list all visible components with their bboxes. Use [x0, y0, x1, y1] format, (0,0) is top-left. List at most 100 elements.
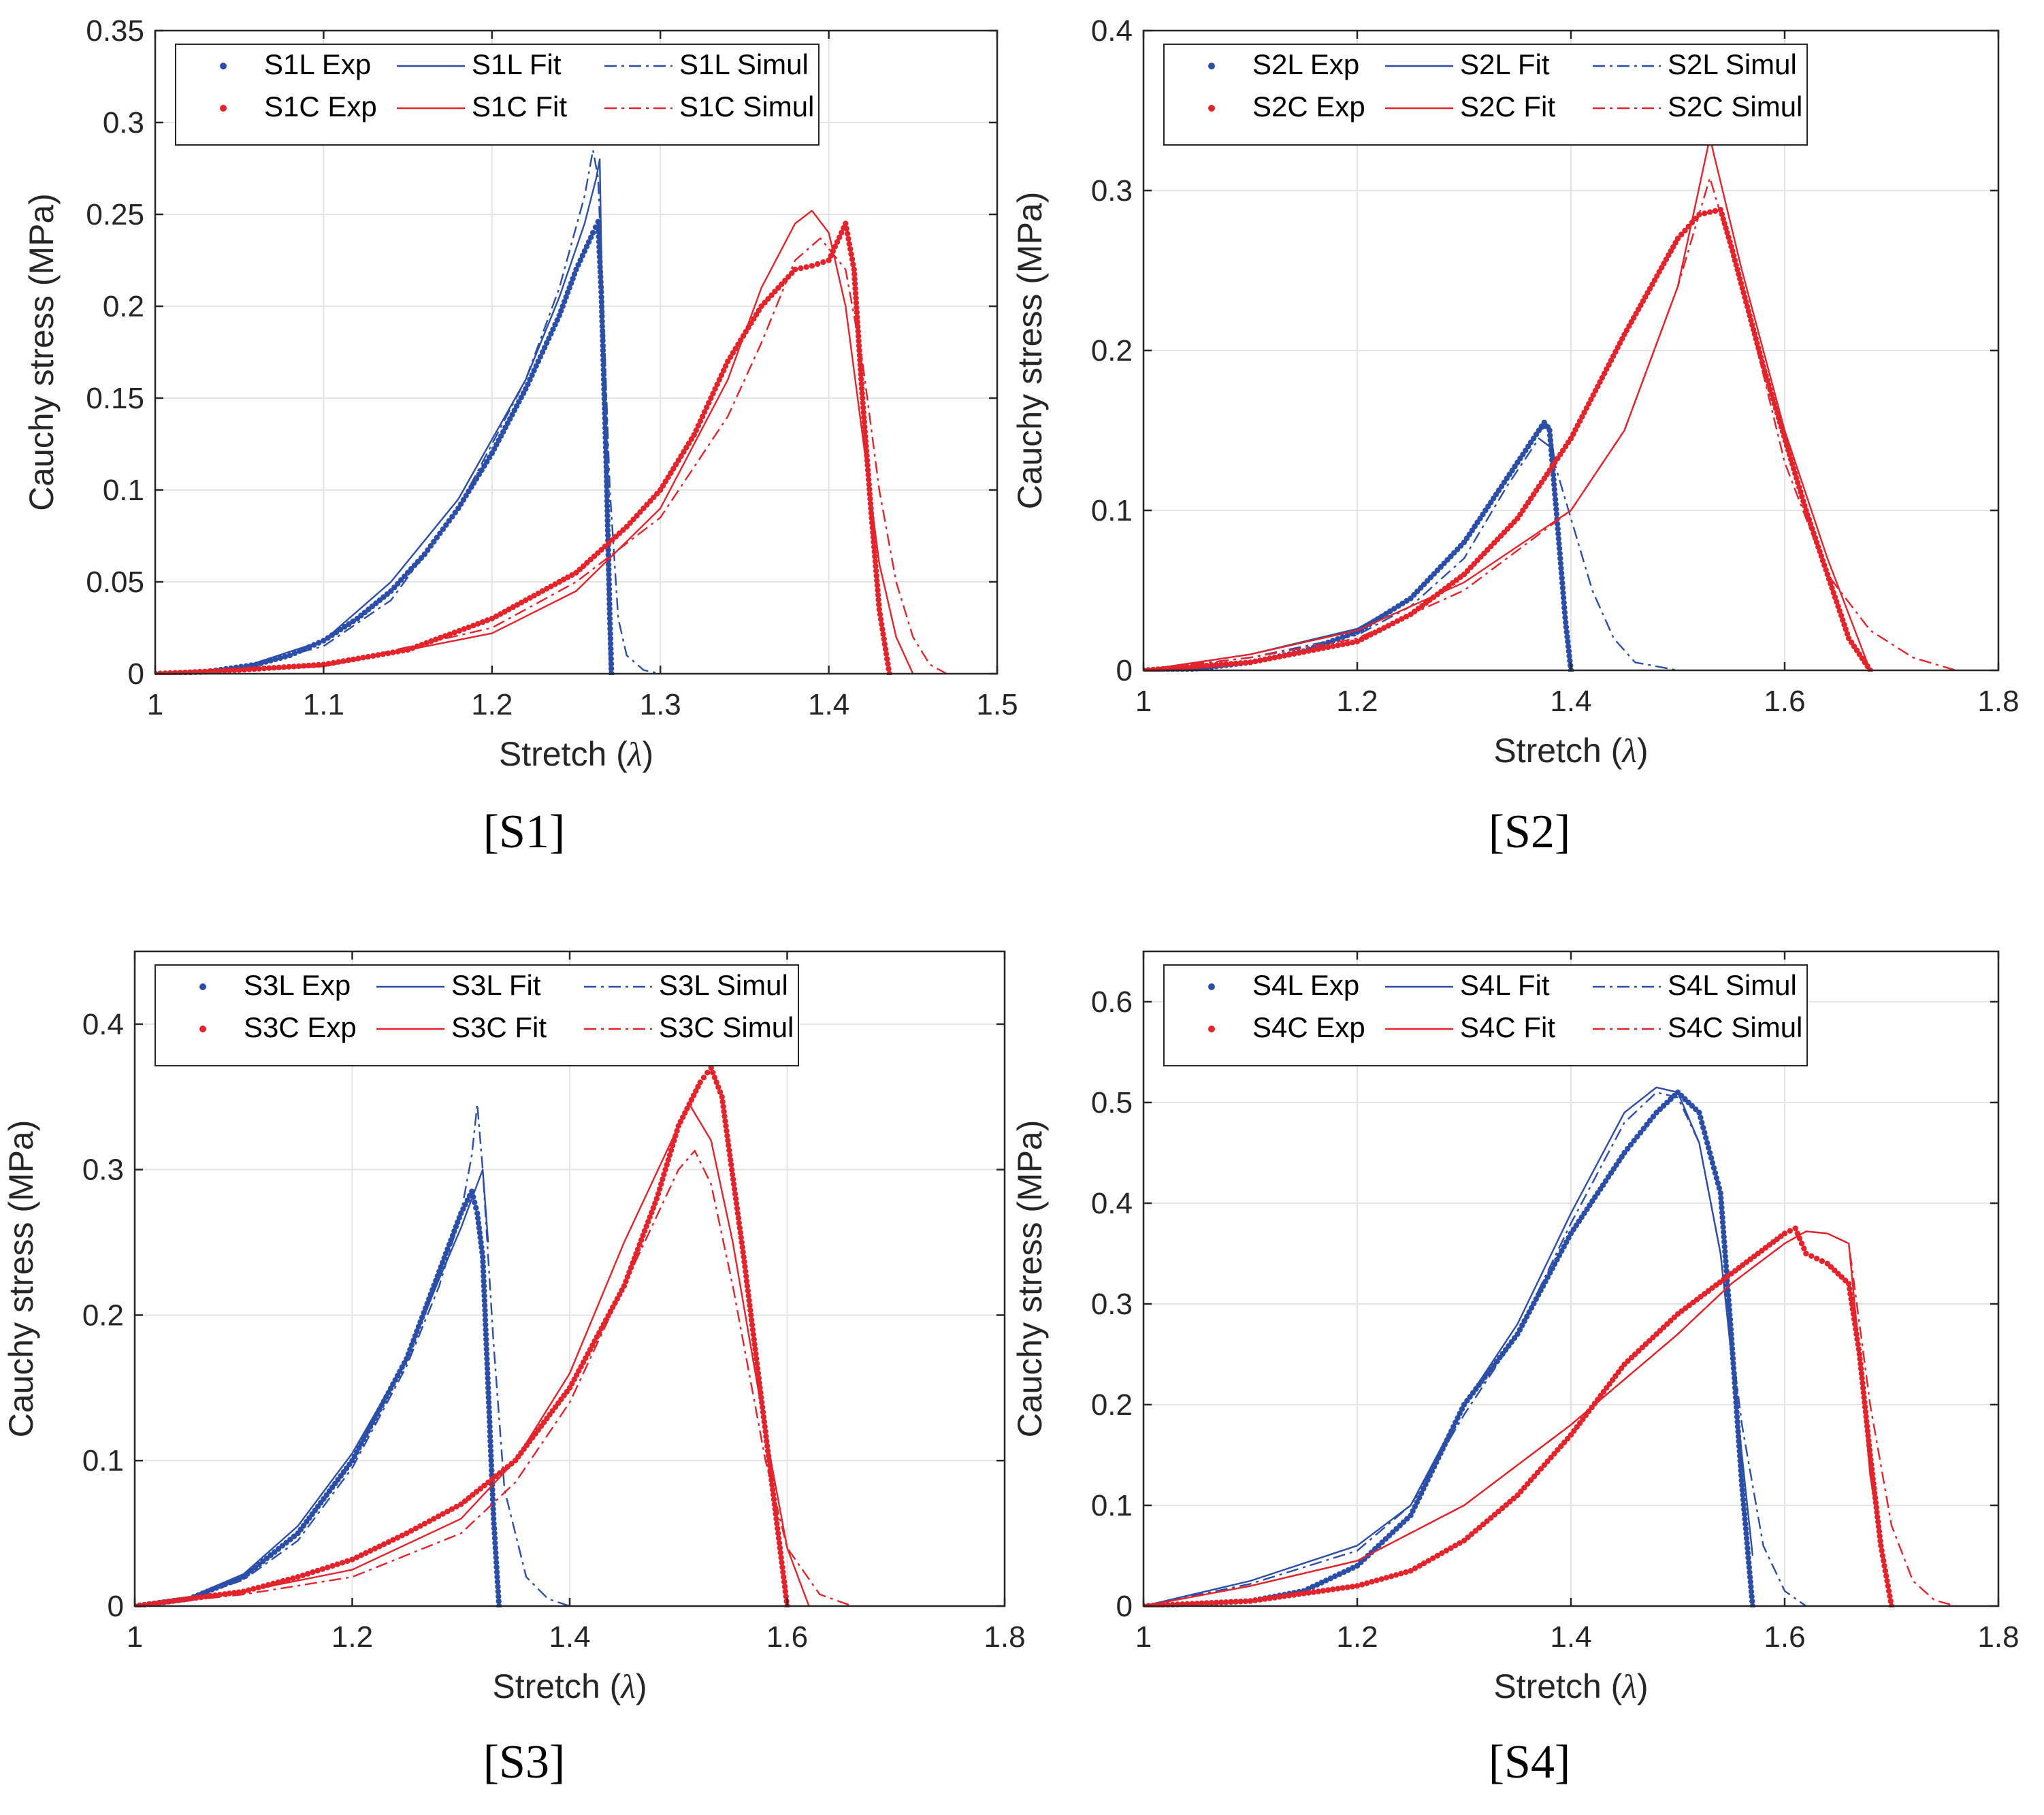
data-point: [820, 259, 826, 265]
data-point: [477, 1486, 483, 1492]
data-point: [474, 1210, 481, 1217]
data-point: [1564, 1435, 1571, 1442]
data-point: [329, 1563, 336, 1569]
data-point: [511, 407, 517, 414]
data-point: [1644, 290, 1651, 296]
data-point: [398, 577, 404, 583]
data-point: [647, 1214, 653, 1220]
series-s4l-exp: [1143, 1090, 1756, 1607]
data-point: [1715, 1180, 1721, 1186]
data-point: [1774, 410, 1781, 416]
data-point: [570, 276, 576, 282]
data-point: [475, 621, 481, 627]
y-tick-label: 0.4: [82, 1008, 124, 1041]
data-point: [743, 1273, 749, 1279]
data-point: [1720, 216, 1726, 222]
data-point: [1521, 1484, 1527, 1491]
data-point: [742, 1264, 748, 1270]
data-point: [1609, 1377, 1616, 1384]
data-point: [548, 331, 554, 337]
legend-entry: S2C Exp: [1252, 91, 1365, 122]
data-point: [350, 618, 356, 625]
data-point: [733, 1200, 740, 1207]
data-point: [1600, 1388, 1607, 1395]
data-point: [275, 1546, 282, 1552]
series-s1c-simul: [155, 237, 947, 675]
data-point: [1560, 447, 1566, 454]
data-point: [877, 611, 883, 617]
data-point: [1369, 1579, 1375, 1585]
data-point: [1706, 209, 1713, 215]
data-point: [1595, 1190, 1601, 1196]
data-point: [1228, 661, 1234, 667]
data-point: [770, 1491, 777, 1498]
data-point: [552, 581, 558, 587]
data-point: [1228, 1599, 1234, 1605]
data-point: [1576, 1420, 1583, 1426]
data-point: [1242, 659, 1249, 666]
data-point: [1296, 1591, 1302, 1597]
data-point: [1291, 1592, 1297, 1598]
data-point: [1699, 1119, 1705, 1126]
data-point: [753, 1360, 760, 1367]
data-point: [1738, 1467, 1744, 1474]
data-point: [1340, 641, 1346, 648]
y-tick-label: 0.3: [1091, 1288, 1133, 1321]
data-point: [874, 582, 881, 589]
data-point: [721, 1113, 728, 1119]
data-point: [755, 1370, 762, 1377]
data-point: [1566, 1234, 1572, 1241]
data-point: [482, 1307, 488, 1313]
data-point: [1808, 1253, 1815, 1259]
data-point: [1349, 639, 1356, 646]
data-point: [1448, 1545, 1454, 1552]
data-point: [325, 1565, 331, 1571]
data-point: [852, 290, 859, 297]
data-point: [1341, 1569, 1347, 1575]
data-point: [1340, 1585, 1346, 1591]
data-point: [1576, 1218, 1582, 1224]
x-tick-label: 1.2: [1336, 1620, 1378, 1654]
data-point: [640, 1232, 646, 1239]
series-s3c-simul: [135, 1149, 853, 1607]
data-point: [850, 261, 856, 267]
data-point: [1650, 1113, 1657, 1119]
data-point: [523, 386, 529, 392]
data-point: [1745, 1550, 1751, 1556]
data-point: [535, 358, 541, 365]
data-point: [533, 363, 539, 369]
legend-entry: S3C Fit: [451, 1011, 547, 1043]
data-point: [360, 1436, 367, 1443]
data-point: [695, 423, 702, 429]
data-point: [846, 241, 853, 247]
data-point: [859, 395, 866, 402]
data-point: [700, 1075, 707, 1081]
data-point: [564, 574, 571, 581]
data-point: [1592, 1194, 1598, 1200]
data-point: [656, 1186, 663, 1192]
data-point: [798, 265, 804, 272]
data-point: [1203, 1600, 1210, 1606]
data-point: [1712, 208, 1719, 214]
data-point: [1631, 1138, 1637, 1144]
data-point: [481, 1292, 487, 1299]
data-point: [858, 366, 864, 373]
data-point: [385, 1539, 391, 1546]
data-point: [1443, 1548, 1449, 1554]
data-point: [1465, 1534, 1471, 1541]
data-point: [1550, 472, 1557, 478]
x-axis-label: Stretch (λ): [499, 735, 653, 773]
data-point: [1562, 615, 1568, 621]
data-point: [496, 437, 502, 444]
data-point: [1588, 396, 1594, 403]
data-point: [723, 1123, 729, 1129]
data-point: [704, 404, 710, 410]
data-point: [1649, 281, 1655, 288]
data-point: [518, 394, 524, 401]
data-point: [876, 606, 883, 612]
data-point: [774, 1520, 780, 1527]
data-point: [1613, 1162, 1619, 1168]
data-point: [1612, 1373, 1619, 1379]
data-point: [847, 246, 854, 252]
data-point: [1552, 491, 1558, 497]
